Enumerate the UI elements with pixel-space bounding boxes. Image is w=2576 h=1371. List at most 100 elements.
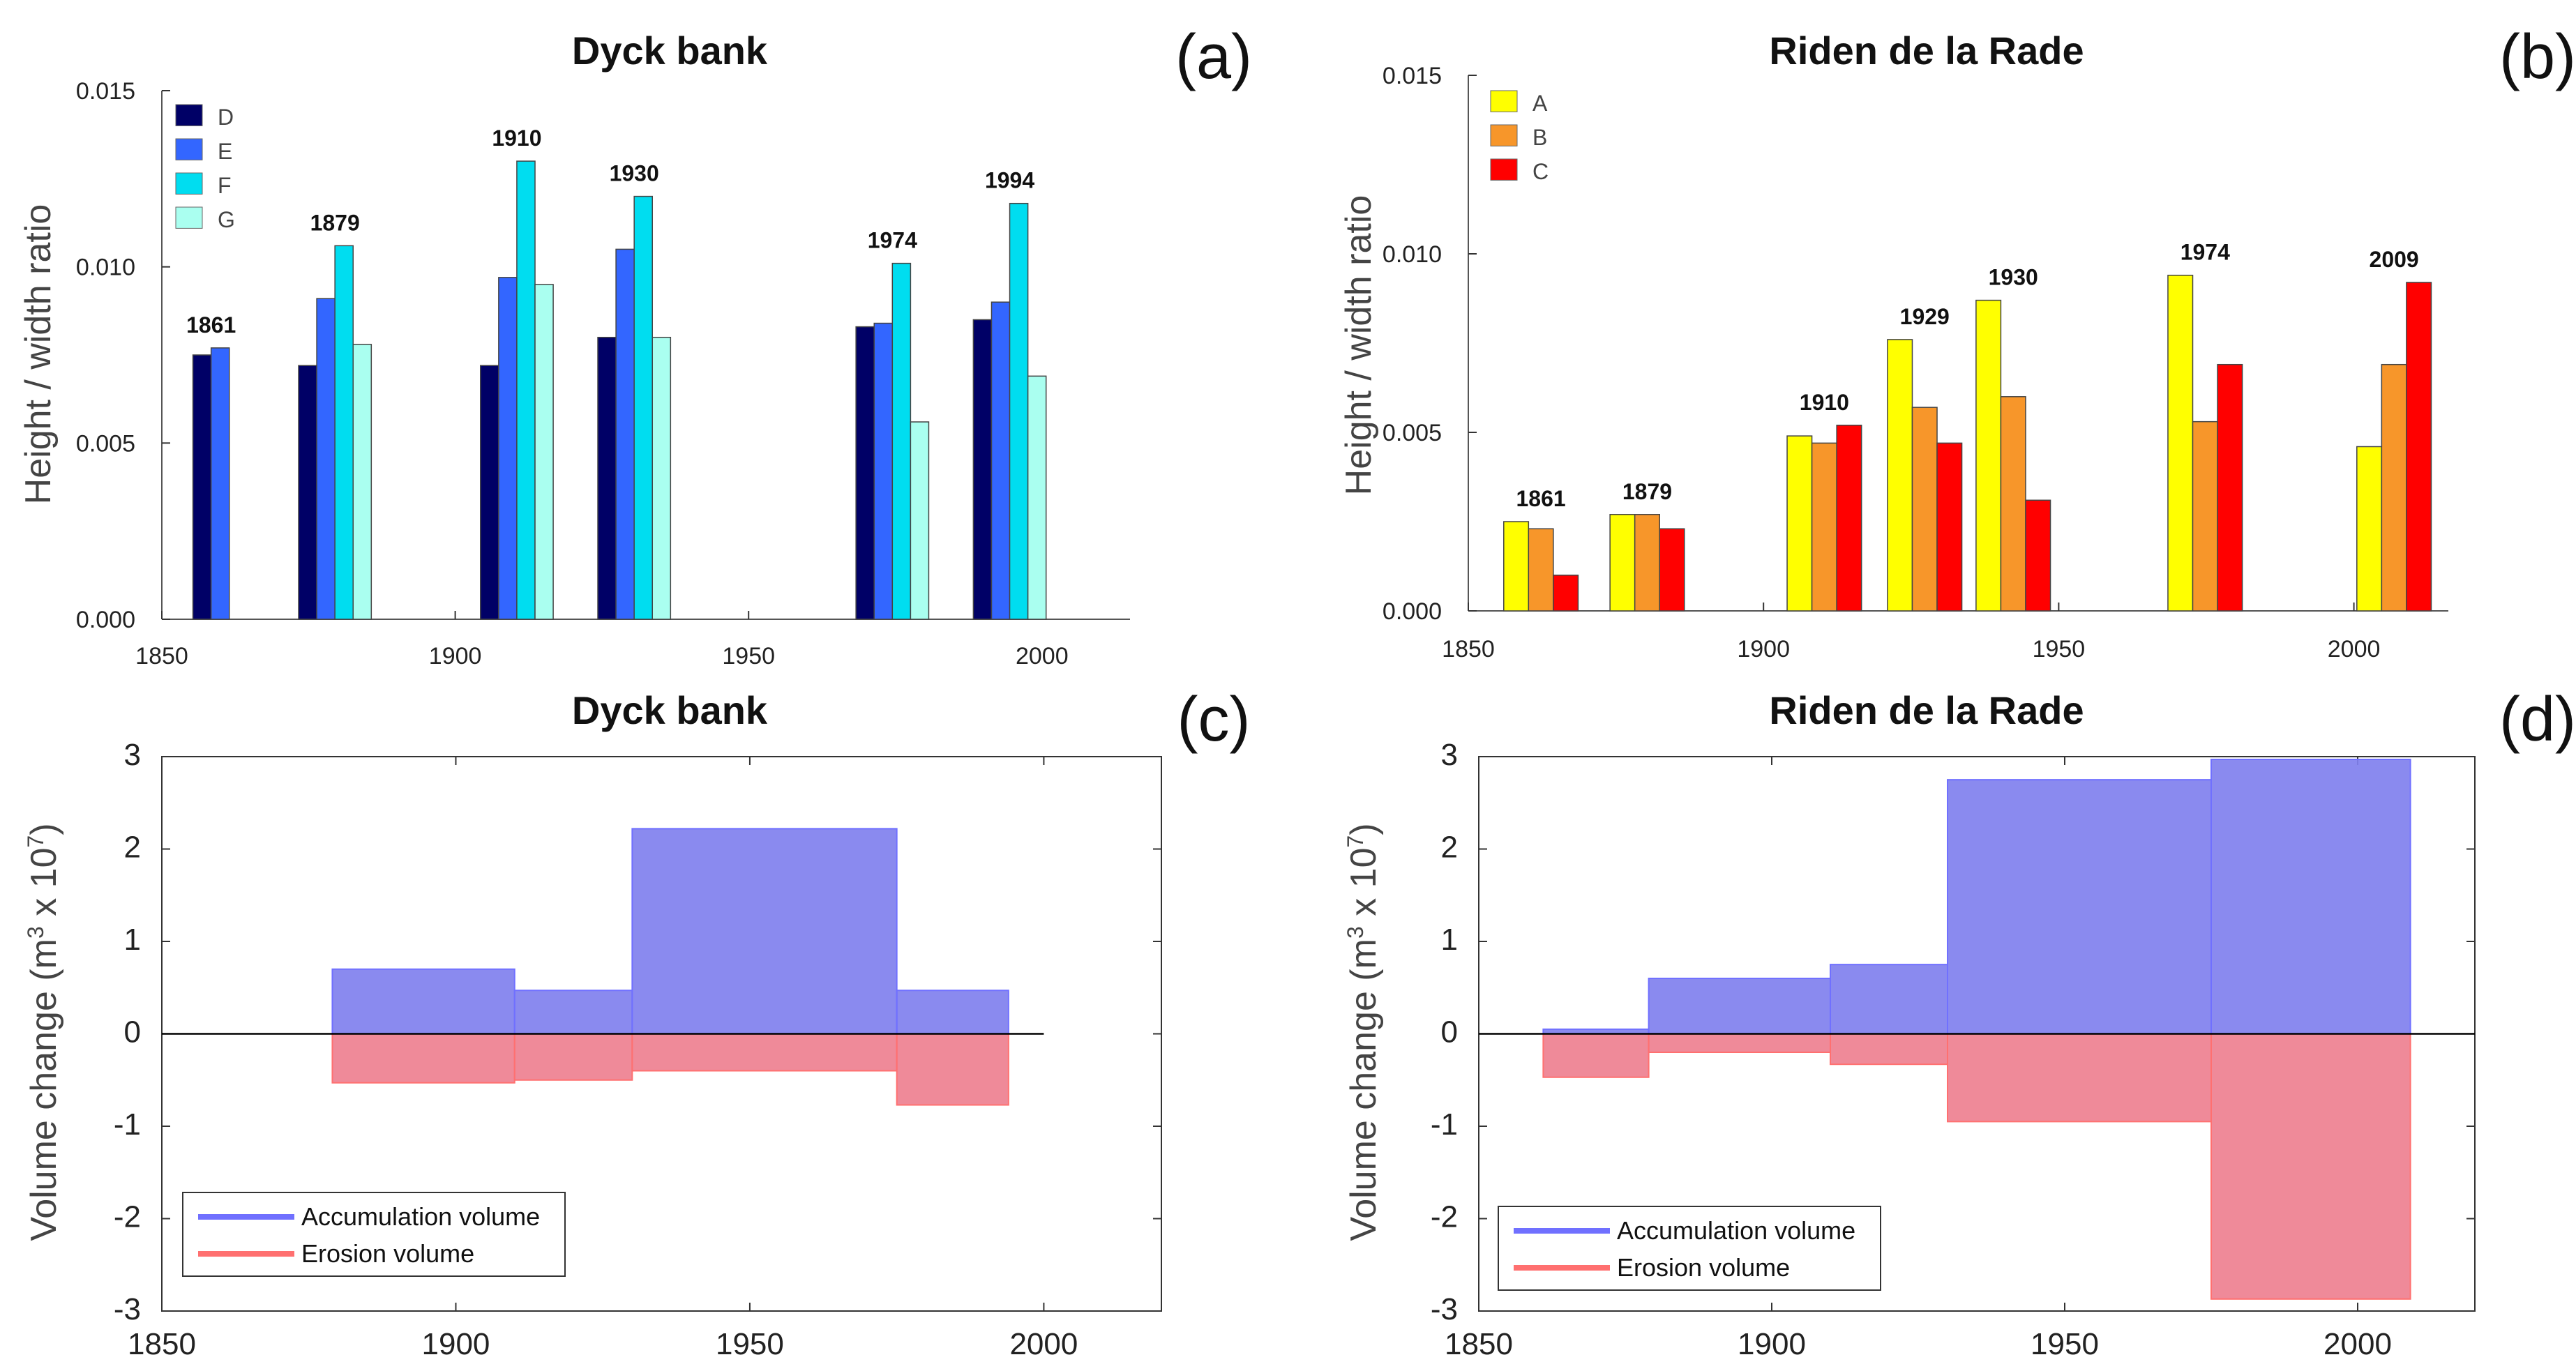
y-axis-label-part: x 10 — [1343, 848, 1384, 927]
legend: Accumulation volume Erosion volume — [1498, 1206, 1881, 1291]
legend-swatch — [1490, 158, 1518, 181]
accumulation-bar — [1648, 978, 1832, 1035]
accumulation-bar — [513, 990, 633, 1035]
x-tick-label: 1900 — [1737, 636, 1790, 662]
y-tick-label: -3 — [1431, 1292, 1458, 1326]
y-tick-label: 0.010 — [76, 255, 135, 281]
y-tick-label: 0.005 — [1383, 420, 1442, 446]
legend-label: Accumulation volume — [301, 1202, 540, 1231]
x-tick-label: 1850 — [1445, 1327, 1513, 1361]
x-tick-label: 2000 — [2328, 636, 2381, 662]
bar-e — [498, 277, 518, 620]
panel-letter: (a) — [1175, 22, 1252, 92]
y-axis-label-part: Volume change (m — [24, 939, 64, 1241]
y-axis-label: Height / width ratio — [1339, 195, 1379, 496]
panel-title: Riden de la Rade — [1769, 688, 2084, 732]
data-label: 1879 — [310, 210, 360, 235]
y-axis-label-part: x 10 — [24, 848, 64, 927]
bar-a — [1503, 521, 1530, 612]
bar-b — [2192, 421, 2218, 612]
erosion-bar — [896, 1033, 1009, 1106]
y-axis-label-part: 7 — [23, 835, 48, 848]
bar-g — [534, 284, 554, 620]
panel-letter: (d) — [2499, 685, 2576, 755]
legend-box — [182, 1192, 566, 1277]
bar-b — [1634, 514, 1660, 612]
data-label: 1861 — [1516, 486, 1566, 511]
x-tick-label: 1850 — [135, 643, 188, 669]
y-tick-label: -2 — [114, 1200, 141, 1234]
bar-b — [1911, 407, 1938, 612]
panel-a: Dyck bank (a) Height / width ratio 0.000 0.0… — [18, 22, 1252, 669]
x-tick-label: 1900 — [422, 1327, 490, 1361]
bar-e — [615, 248, 635, 620]
bar-a — [1786, 435, 1813, 612]
y-tick-label: 0.005 — [76, 430, 135, 457]
data-label: 1910 — [1800, 390, 1849, 415]
y-tick-label: -2 — [1431, 1200, 1458, 1234]
legend-swatch — [175, 104, 203, 126]
x-tick-label: 1950 — [2033, 636, 2086, 662]
legend: Accumulation volume Erosion volume — [182, 1192, 566, 1277]
legend-box — [1498, 1206, 1881, 1291]
data-label: 1974 — [868, 228, 917, 253]
legend-label: A — [1532, 91, 1548, 116]
y-tick-label: 0.010 — [1383, 241, 1442, 268]
bar-f — [1009, 202, 1029, 620]
bar-c — [1553, 575, 1579, 612]
data-label: 1861 — [186, 312, 236, 338]
legend-label: G — [218, 207, 235, 232]
x-tick-label: 1950 — [716, 1327, 784, 1361]
bar-g — [352, 344, 372, 620]
x-tick-label: 1900 — [429, 643, 482, 669]
y-tick-label: 0.000 — [76, 607, 135, 633]
bar-f — [633, 195, 654, 620]
y-axis-label: Height / width ratio — [18, 204, 59, 505]
y-tick-label: 3 — [124, 738, 141, 772]
bar-e — [210, 347, 230, 620]
bar-b — [1528, 528, 1554, 612]
legend-label: Erosion volume — [301, 1239, 474, 1268]
y-tick-label: 3 — [1441, 738, 1458, 772]
data-label: 1974 — [2180, 240, 2230, 265]
bar-d — [298, 365, 317, 620]
panel-b: Riden de la Rade (b)Height / width ratio0… — [1339, 22, 2576, 662]
x-tick-label: 2000 — [2323, 1327, 2392, 1361]
data-label: 1994 — [985, 168, 1034, 193]
x-tick-label: 1850 — [1442, 636, 1495, 662]
bar-a — [1609, 514, 1636, 612]
data-label: 1930 — [610, 161, 659, 186]
bar-c — [2217, 363, 2243, 612]
panel-d: Riden de la Rade (d) Volume change (m3 x 1… — [1343, 685, 2576, 1361]
y-tick-label: 0.015 — [76, 78, 135, 105]
legend-label: B — [1532, 125, 1547, 150]
legend-swatch — [175, 206, 203, 229]
y-axis-label-part: 3 — [23, 926, 48, 939]
bar-c — [1936, 442, 1963, 612]
legend-swatch — [1490, 90, 1518, 112]
erosion-bar — [631, 1033, 898, 1072]
x-tick-label: 1900 — [1738, 1327, 1806, 1361]
y-tick-label: 1 — [124, 923, 141, 957]
data-label: 1929 — [1900, 304, 1950, 329]
data-label: 1930 — [1989, 265, 2038, 290]
y-tick-label: 0.015 — [1383, 63, 1442, 89]
y-tick-label: 0 — [124, 1015, 141, 1050]
x-tick-label: 1950 — [722, 643, 775, 669]
bar-g — [910, 421, 930, 620]
y-axis-label: Volume change (m3 x 107) — [1343, 823, 1384, 1241]
bar-f — [334, 245, 354, 620]
data-label: 1879 — [1622, 479, 1672, 504]
y-tick-label: 0 — [1441, 1015, 1458, 1050]
bar-a — [2356, 446, 2383, 612]
data-label: 2009 — [2370, 247, 2419, 272]
panel-letter: (b) — [2499, 22, 2576, 92]
bar-c — [2406, 282, 2432, 612]
bar-g — [651, 336, 672, 620]
x-tick-label: 1850 — [128, 1327, 196, 1361]
y-axis-label-part: 3 — [1343, 926, 1368, 939]
bar-b — [2000, 396, 2026, 612]
legend: ABC — [1490, 90, 1549, 184]
